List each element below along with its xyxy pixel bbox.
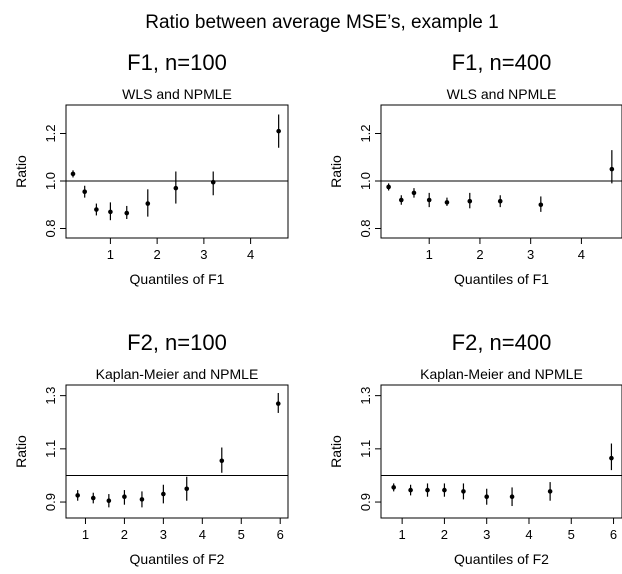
y-axis-title: Ratio	[13, 155, 29, 188]
x-tick-label: 5	[238, 527, 245, 542]
y-tick-label: 0.9	[358, 493, 373, 511]
data-point	[609, 166, 615, 172]
y-tick-label: 1.0	[358, 172, 373, 190]
data-point	[75, 493, 80, 498]
plot-frame	[380, 104, 622, 239]
data-point	[139, 497, 145, 502]
x-tick-label: 1	[107, 247, 114, 262]
plot-title: WLS and NPMLE	[447, 86, 557, 102]
x-tick-label: 6	[277, 527, 284, 542]
data-point	[484, 494, 490, 500]
data-point	[108, 209, 113, 215]
x-axis-title: Quantiles of F1	[454, 271, 549, 287]
x-axis-title: Quantiles of F2	[130, 551, 225, 567]
x-tick-label: 1	[426, 247, 433, 262]
data-point	[94, 207, 99, 212]
panel-heading: F1, n=400	[452, 50, 552, 75]
data-point	[386, 184, 391, 190]
x-tick-label: 4	[247, 247, 254, 262]
data-point	[122, 494, 127, 500]
y-axis-title: Ratio	[328, 155, 344, 188]
x-tick-label: 4	[578, 247, 585, 262]
data-point	[210, 179, 216, 185]
data-point	[442, 487, 447, 493]
y-tick-label: 0.8	[43, 219, 58, 237]
data-point	[411, 190, 417, 196]
x-axis-title: Quantiles of F2	[454, 551, 549, 567]
x-tick-label: 5	[568, 527, 575, 542]
data-point	[391, 485, 396, 490]
panel-heading: F2, n=400	[452, 330, 552, 355]
data-point	[173, 185, 179, 191]
x-tick-label: 6	[610, 527, 617, 542]
y-tick-label: 1.2	[43, 124, 58, 142]
data-point	[184, 486, 190, 492]
panel-heading: F1, n=100	[127, 50, 227, 75]
data-point	[161, 491, 166, 497]
data-point	[398, 197, 404, 203]
figure-title: Ratio between average MSE’s, example 1	[145, 12, 498, 33]
x-tick-label: 4	[525, 527, 532, 542]
y-tick-label: 0.9	[43, 493, 58, 511]
data-point	[425, 487, 430, 493]
x-tick-label: 3	[160, 527, 167, 542]
panel-1: F1, n=100 WLS and NPMLE 1 2 3 4 0.8 1.0 1.2 Quant…	[13, 50, 289, 287]
y-tick-label: 0.8	[358, 219, 373, 237]
data-point	[82, 189, 87, 194]
data-point	[219, 458, 225, 464]
x-axis-title: Quantiles of F1	[130, 271, 225, 287]
panel-heading: F2, n=100	[127, 330, 227, 355]
y-axis-title: Ratio	[13, 435, 29, 468]
data-point	[497, 198, 503, 204]
data-point	[547, 489, 553, 494]
y-tick-label: 1.1	[43, 440, 58, 458]
y-axis-title: Ratio	[328, 435, 344, 468]
data-point	[461, 489, 466, 494]
data-point	[275, 401, 281, 406]
x-tick-label: 2	[154, 247, 161, 262]
data-point	[509, 494, 515, 500]
plot-title: Kaplan-Meier and NPMLE	[420, 366, 583, 382]
x-tick-label: 3	[527, 247, 534, 262]
data-point	[70, 171, 76, 177]
panel-4: F2, n=400 Kaplan-Meier and NPMLE 1 2 3 4 5 6 0.9…	[328, 330, 622, 567]
panel-2: F1, n=400 WLS and NPMLE 1 2 3 4 0.8 1.0 1.2 Quant…	[328, 50, 622, 287]
data-point	[467, 198, 473, 204]
plot-title: Kaplan-Meier and NPMLE	[96, 366, 259, 382]
x-tick-label: 2	[476, 247, 483, 262]
data-point	[444, 200, 450, 205]
plot-frame	[380, 384, 622, 519]
x-tick-label: 3	[483, 527, 490, 542]
y-tick-label: 1.0	[43, 172, 58, 190]
y-tick-label: 1.3	[43, 387, 58, 405]
plot-frame	[65, 384, 289, 519]
data-point	[276, 128, 281, 134]
data-point	[124, 210, 130, 216]
data-point	[538, 202, 544, 208]
data-point	[609, 455, 614, 461]
x-tick-label: 1	[399, 527, 406, 542]
y-tick-label: 1.3	[358, 387, 373, 405]
x-tick-label: 2	[121, 527, 128, 542]
x-tick-label: 2	[441, 527, 448, 542]
plot-title: WLS and NPMLE	[122, 86, 232, 102]
y-tick-label: 1.1	[358, 440, 373, 458]
data-point	[145, 201, 151, 206]
x-tick-label: 1	[82, 527, 89, 542]
x-tick-label: 4	[199, 527, 206, 542]
data-point	[106, 498, 112, 504]
plot-frame	[65, 104, 289, 239]
panel-3: F2, n=100 Kaplan-Meier and NPMLE 1 2 3 4 5 6 0.9…	[13, 330, 289, 567]
data-point	[90, 495, 96, 501]
y-tick-label: 1.2	[358, 124, 373, 142]
data-point	[408, 487, 413, 493]
x-tick-label: 3	[200, 247, 207, 262]
data-point	[426, 197, 432, 203]
